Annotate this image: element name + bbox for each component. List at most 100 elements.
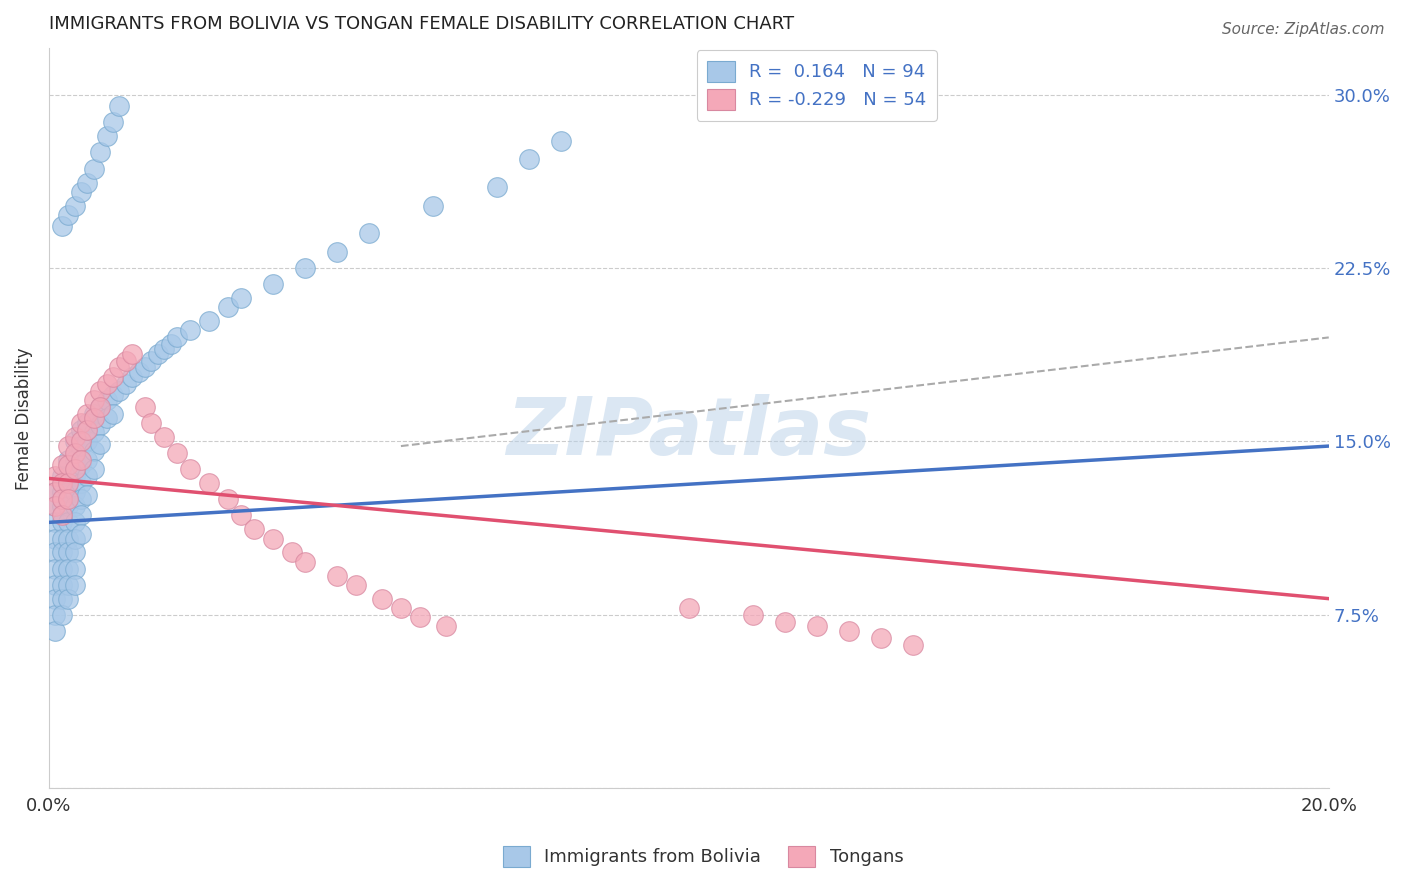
Point [44, 499, 66, 513]
Point [51, 469, 73, 483]
Point [44, 607, 66, 622]
Point [56, 545, 79, 559]
Point [229, 508, 252, 523]
Point [44, 499, 66, 513]
Point [51, 545, 73, 559]
Point [389, 601, 412, 615]
Point [76, 423, 98, 437]
Point [44, 532, 66, 546]
Point [63, 462, 86, 476]
Point [198, 314, 221, 328]
Point [89, 145, 111, 160]
Point [56, 439, 79, 453]
Point [166, 330, 188, 344]
Point [128, 365, 150, 379]
Point [121, 346, 143, 360]
Point [51, 561, 73, 575]
Point [83, 411, 105, 425]
Point [294, 555, 316, 569]
Point [51, 492, 73, 507]
Point [83, 462, 105, 476]
Point [70, 453, 93, 467]
Point [326, 244, 349, 259]
Point [56, 208, 79, 222]
Legend: Immigrants from Bolivia, Tongans: Immigrants from Bolivia, Tongans [495, 838, 911, 874]
Point [76, 416, 98, 430]
Point [51, 476, 73, 491]
Point [242, 522, 264, 536]
Point [70, 492, 93, 507]
Point [44, 485, 66, 500]
Point [96, 411, 118, 425]
Point [101, 407, 124, 421]
Point [56, 492, 79, 507]
Point [44, 578, 66, 592]
Point [44, 485, 66, 500]
Point [56, 499, 79, 513]
Point [56, 453, 79, 467]
Point [101, 115, 124, 129]
Point [281, 545, 304, 559]
Point [63, 434, 86, 449]
Point [96, 392, 118, 407]
Point [217, 492, 239, 507]
Point [901, 638, 924, 652]
Point [70, 185, 93, 199]
Point [70, 508, 93, 523]
Point [76, 176, 98, 190]
Point [101, 388, 124, 402]
Point [63, 199, 86, 213]
Point [56, 485, 79, 500]
Point [146, 346, 169, 360]
Point [51, 578, 73, 592]
Point [83, 443, 105, 458]
Point [434, 619, 457, 633]
Point [83, 425, 105, 440]
Point [114, 353, 136, 368]
Point [56, 476, 79, 491]
Point [51, 591, 73, 606]
Point [108, 384, 131, 398]
Legend: R =  0.164   N = 94, R = -0.229   N = 54: R = 0.164 N = 94, R = -0.229 N = 54 [696, 50, 936, 120]
Point [121, 369, 143, 384]
Point [70, 423, 93, 437]
Point [56, 591, 79, 606]
Point [44, 516, 66, 530]
Point [76, 469, 98, 483]
Point [44, 561, 66, 575]
Point [63, 561, 86, 575]
Point [357, 227, 380, 241]
Point [262, 277, 284, 292]
Point [179, 324, 201, 338]
Point [51, 532, 73, 546]
Point [44, 591, 66, 606]
Point [741, 607, 763, 622]
Point [550, 134, 572, 148]
Point [179, 462, 201, 476]
Point [63, 578, 86, 592]
Point [262, 532, 284, 546]
Point [70, 527, 93, 541]
Point [159, 337, 181, 351]
Y-axis label: Female Disability: Female Disability [15, 347, 32, 490]
Point [70, 416, 93, 430]
Point [134, 400, 156, 414]
Point [422, 199, 444, 213]
Point [96, 129, 118, 144]
Point [76, 488, 98, 502]
Point [166, 446, 188, 460]
Point [114, 376, 136, 391]
Point [141, 416, 163, 430]
Point [806, 619, 828, 633]
Point [370, 591, 392, 606]
Point [63, 430, 86, 444]
Point [51, 458, 73, 472]
Point [96, 376, 118, 391]
Point [63, 532, 86, 546]
Point [76, 453, 98, 467]
Point [141, 353, 163, 368]
Point [51, 508, 73, 523]
Point [89, 418, 111, 433]
Point [70, 434, 93, 449]
Point [134, 360, 156, 375]
